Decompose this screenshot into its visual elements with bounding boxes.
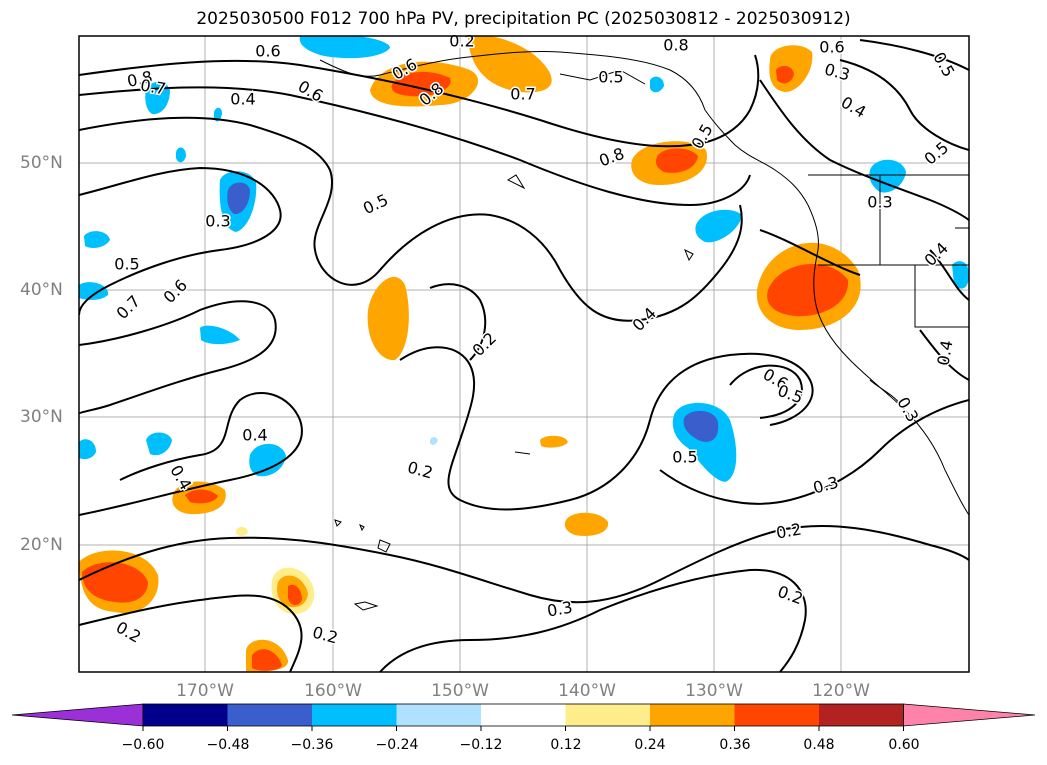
- colorbar-tick-label: −0.12: [459, 737, 503, 753]
- contour-label: 0.3: [205, 212, 230, 231]
- contour-label: 0.6: [819, 38, 844, 57]
- contour-label: 0.7: [139, 75, 167, 98]
- contour-label: 0.2: [406, 458, 436, 483]
- contour-label: 0.3: [811, 473, 841, 498]
- lon-label-130w: 130°W: [685, 681, 743, 701]
- contour-label: 0.5: [929, 49, 958, 81]
- colorbar-bin: [565, 704, 651, 726]
- colorbar-tick-label: 0.12: [550, 737, 582, 753]
- contour-label: 0.2: [113, 618, 145, 647]
- contour-label: 0.7: [510, 85, 535, 104]
- colorbar-tick-label: −0.36: [290, 737, 334, 753]
- contour-label: 0.4: [838, 93, 870, 122]
- lon-label-150w: 150°W: [431, 681, 489, 701]
- colorbar: [11, 703, 1036, 731]
- lat-label-20n: 20°N: [20, 535, 63, 555]
- contour-label: 0.3: [546, 597, 574, 620]
- precip-positive: [79, 36, 861, 672]
- contour-label: 0.2: [311, 623, 341, 648]
- contour-label: 0.4: [242, 426, 267, 445]
- colorbar-bin: [819, 704, 904, 726]
- contour-label: 0.5: [114, 255, 139, 274]
- lat-label-30n: 30°N: [20, 407, 63, 427]
- contour-label: 0.6: [160, 276, 191, 307]
- lon-label-170w: 170°W: [176, 681, 234, 701]
- colorbar-frame: [142, 703, 904, 727]
- lon-label-140w: 140°W: [558, 681, 616, 701]
- pv-contours: [79, 39, 969, 672]
- contour-label: 0.5: [360, 190, 391, 218]
- colorbar-bin: [650, 704, 735, 726]
- map-title: 2025030500 F012 700 hPa PV, precipitatio…: [196, 9, 851, 29]
- colorbar-bin: [312, 704, 397, 726]
- colorbar-tick-label: 0.60: [888, 737, 920, 753]
- colorbar-bin: [227, 704, 313, 726]
- contour-label: 0.3: [867, 193, 892, 212]
- colorbar-bin: [734, 704, 820, 726]
- colorbar-extend-max: [903, 703, 1036, 727]
- contour-label: 0.3: [823, 60, 853, 85]
- colorbar-bin: [143, 704, 228, 726]
- colorbar-extend-min: [11, 703, 144, 727]
- graticule: [79, 36, 969, 672]
- contour-label: 0.2: [775, 519, 803, 542]
- colorbar-tick-label: −0.60: [121, 737, 165, 753]
- map-frame: [78, 35, 970, 673]
- contour-label: 0.4: [933, 339, 956, 367]
- contour-label: 0.5: [598, 68, 623, 87]
- colorbar-tick-label: −0.48: [206, 737, 250, 753]
- contour-label: 0.2: [449, 32, 474, 51]
- colorbar-bin: [396, 704, 482, 726]
- contour-label: 0.2: [775, 582, 805, 609]
- lat-label-40n: 40°N: [20, 280, 63, 300]
- contour-label: 0.8: [663, 36, 688, 55]
- colorbar-tick-label: 0.36: [719, 737, 751, 753]
- colorbar-tick-label: −0.24: [375, 737, 419, 753]
- lon-label-160w: 160°W: [304, 681, 362, 701]
- contour-label: 0.7: [113, 292, 144, 323]
- coastlines: [319, 51, 969, 611]
- contour-label: 0.5: [672, 448, 697, 467]
- colorbar-bin: [481, 704, 566, 726]
- colorbar-tick-label: 0.48: [803, 737, 835, 753]
- contour-label: 0.8: [596, 144, 626, 171]
- contour-label: 0.4: [629, 304, 660, 335]
- lon-label-120w: 120°W: [812, 681, 870, 701]
- colorbar-tick-label: 0.24: [634, 737, 666, 753]
- precip-negative: [79, 36, 969, 482]
- contour-label: 0.6: [255, 42, 280, 61]
- lat-label-50n: 50°N: [20, 153, 63, 173]
- contour-label: 0.4: [230, 90, 255, 109]
